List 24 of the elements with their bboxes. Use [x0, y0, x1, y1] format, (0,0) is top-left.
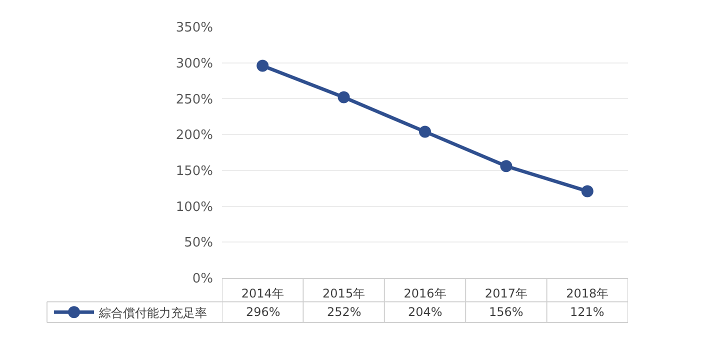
legend-label: 綜合償付能力充足率	[98, 306, 208, 320]
y-tick-label: 100%	[176, 200, 213, 215]
y-tick-label: 150%	[176, 164, 213, 179]
point	[256, 60, 269, 72]
y-tick-label: 250%	[176, 92, 213, 108]
point	[581, 185, 594, 198]
text: 204%	[408, 305, 442, 319]
text: 156%	[489, 305, 524, 319]
y-tick-label: 350%	[176, 20, 213, 36]
y-tick-label: 0%	[192, 272, 213, 287]
x-tick-label: 2018年	[566, 286, 609, 300]
point	[419, 126, 431, 138]
x-tick-label: 2014年	[241, 286, 284, 300]
point	[500, 160, 512, 172]
text: 121%	[570, 305, 604, 319]
x-tick-label: 2016年	[404, 286, 446, 300]
x-tick-label: 2017年	[484, 286, 528, 300]
text: 252%	[327, 305, 362, 319]
text: 296%	[246, 305, 280, 319]
y-tick-label: 200%	[176, 128, 213, 144]
y-tick-label: 300%	[176, 56, 213, 72]
point	[338, 91, 350, 104]
x-tick-label: 2015年	[322, 286, 366, 300]
y-tick-label: 50%	[184, 236, 213, 251]
